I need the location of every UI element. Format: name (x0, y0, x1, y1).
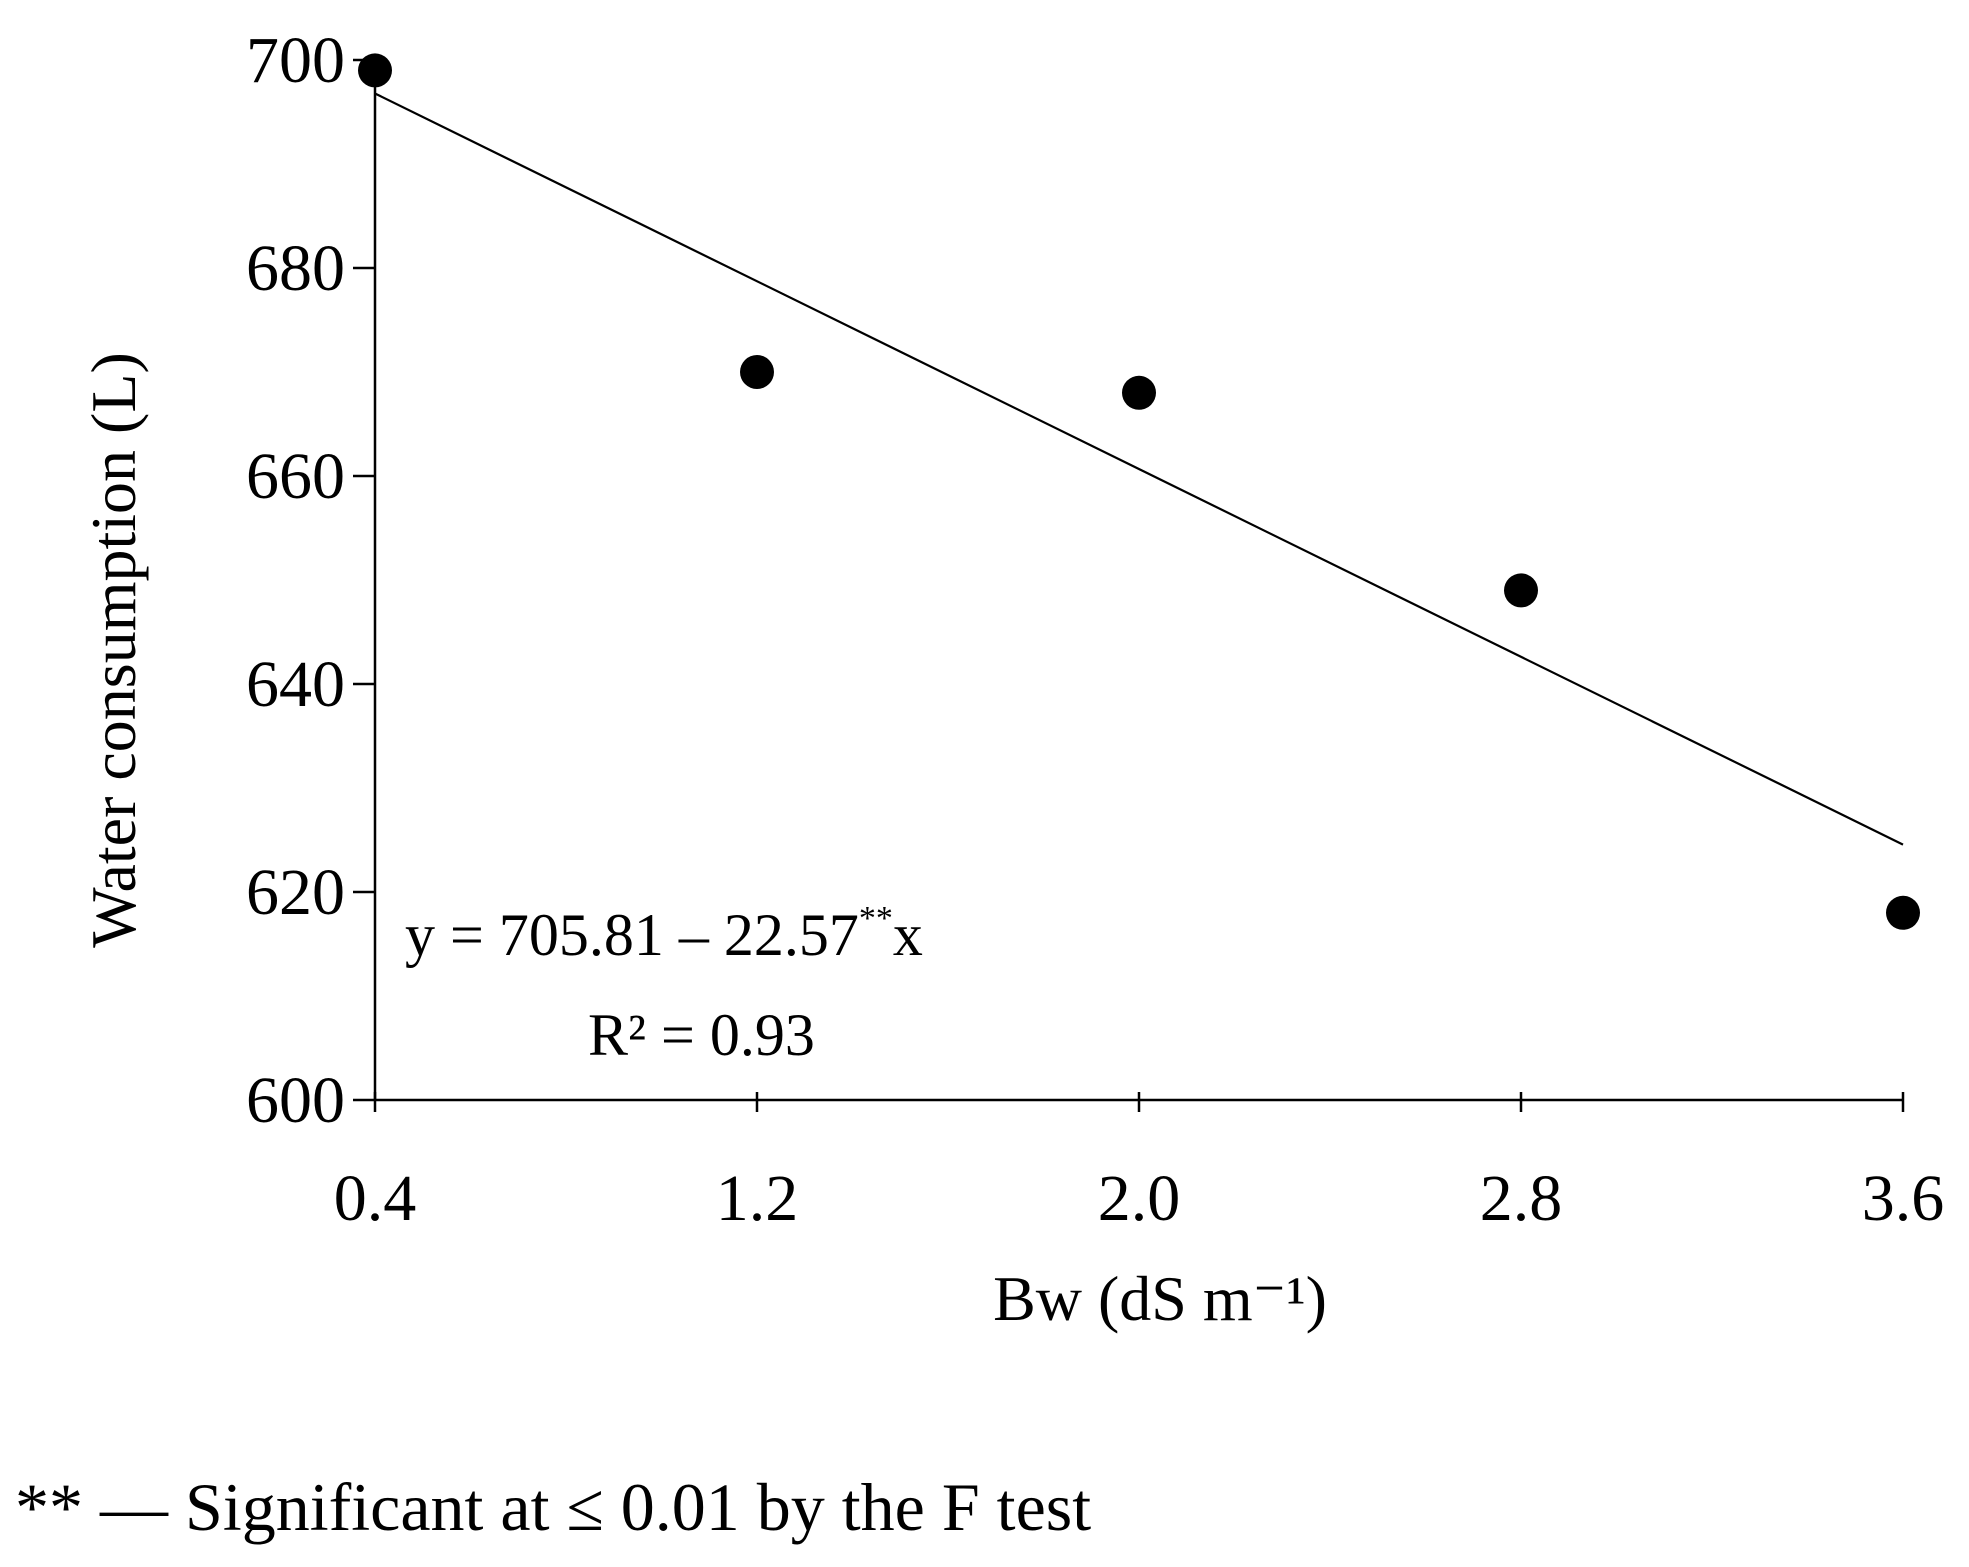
x-tick-label: 2.0 (1098, 1162, 1181, 1235)
y-tick-label: 680 (246, 232, 345, 305)
x-tick-label: 0.4 (334, 1162, 417, 1235)
x-axis-ticks: 0.4 1.2 2.0 2.8 3.6 (334, 1092, 1945, 1235)
equation-superscript: ** (859, 900, 893, 937)
data-point (358, 53, 392, 88)
y-tick-label: 640 (246, 648, 345, 721)
x-tick-label: 2.8 (1480, 1162, 1563, 1235)
data-points (358, 53, 1920, 930)
regression-equation: y = 705.81 – 22.57**x (405, 900, 923, 968)
data-point (740, 355, 774, 389)
y-axis-ticks: 600 620 640 660 680 700 (246, 24, 375, 1137)
data-point (1886, 895, 1920, 930)
y-axis-title: Water consumption (L) (78, 352, 149, 948)
data-point (1504, 573, 1538, 608)
y-tick-label: 600 (246, 1064, 345, 1137)
footnote: ** — Significant at ≤ 0.01 by the F test (15, 1469, 1091, 1545)
axes: 600 620 640 660 680 700 0.4 1.2 2.0 2.8 3.6 (246, 24, 1944, 1235)
r-squared-label: R² = 0.93 (588, 1002, 815, 1068)
y-tick-label: 700 (246, 24, 345, 97)
y-tick-label: 660 (246, 440, 345, 513)
x-tick-label: 3.6 (1862, 1162, 1945, 1235)
y-tick-label: 620 (246, 856, 345, 929)
equation-suffix: x (893, 902, 923, 968)
plot-area (358, 53, 1920, 930)
equation-prefix: y = 705.81 – 22.57 (405, 902, 859, 968)
x-tick-label: 1.2 (716, 1162, 799, 1235)
data-point (1122, 375, 1156, 410)
trendline (374, 92, 1904, 846)
x-axis-title: Bw (dS m⁻¹) (993, 1263, 1327, 1334)
